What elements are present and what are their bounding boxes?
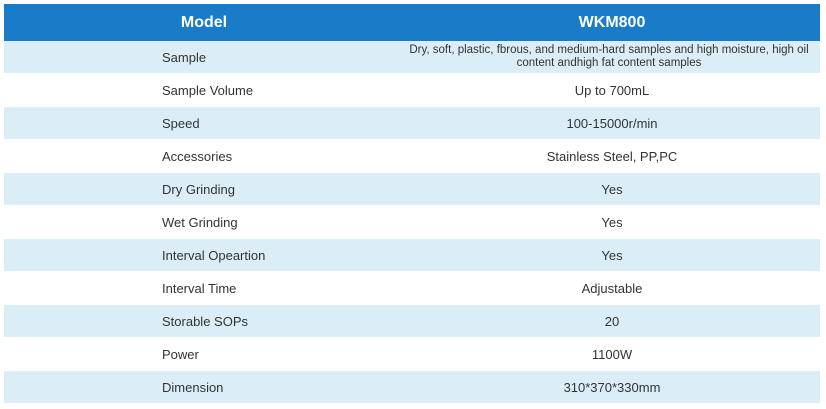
spec-table: Model WKM800 Sample Dry, soft, plastic, … bbox=[4, 4, 820, 404]
table-row: Sample Dry, soft, plastic, fbrous, and m… bbox=[4, 41, 820, 74]
table-row: Storable SOPs 20 bbox=[4, 305, 820, 338]
spec-label: Storable SOPs bbox=[4, 305, 404, 338]
spec-label: Power bbox=[4, 338, 404, 371]
spec-value: 1100W bbox=[404, 338, 820, 371]
header-model-name: WKM800 bbox=[404, 4, 820, 41]
spec-label: Accessories bbox=[4, 140, 404, 173]
header-model: Model bbox=[4, 4, 404, 41]
spec-value: Up to 700mL bbox=[404, 74, 820, 107]
spec-label: Sample Volume bbox=[4, 74, 404, 107]
spec-value: Yes bbox=[404, 173, 820, 206]
spec-value: Yes bbox=[404, 206, 820, 239]
spec-label: Dimension bbox=[4, 371, 404, 404]
spec-value: 100-15000r/min bbox=[404, 107, 820, 140]
spec-label: Wet Grinding bbox=[4, 206, 404, 239]
spec-value: 310*370*330mm bbox=[404, 371, 820, 404]
spec-label: Interval Time bbox=[4, 272, 404, 305]
table-row: Power 1100W bbox=[4, 338, 820, 371]
spec-value: Dry, soft, plastic, fbrous, and medium-h… bbox=[404, 41, 820, 74]
table-row: Interval Opeartion Yes bbox=[4, 239, 820, 272]
table-row: Wet Grinding Yes bbox=[4, 206, 820, 239]
spec-value: Yes bbox=[404, 239, 820, 272]
table-row: Speed 100-15000r/min bbox=[4, 107, 820, 140]
table-row: Accessories Stainless Steel, PP,PC bbox=[4, 140, 820, 173]
spec-value: 20 bbox=[404, 305, 820, 338]
table-row: Interval Time Adjustable bbox=[4, 272, 820, 305]
table-row: Dry Grinding Yes bbox=[4, 173, 820, 206]
spec-label: Speed bbox=[4, 107, 404, 140]
spec-value: Stainless Steel, PP,PC bbox=[404, 140, 820, 173]
spec-label: Dry Grinding bbox=[4, 173, 404, 206]
table-row: Dimension 310*370*330mm bbox=[4, 371, 820, 404]
spec-label: Sample bbox=[4, 41, 404, 74]
header-row: Model WKM800 bbox=[4, 4, 820, 41]
spec-value: Adjustable bbox=[404, 272, 820, 305]
spec-label: Interval Opeartion bbox=[4, 239, 404, 272]
table-row: Sample Volume Up to 700mL bbox=[4, 74, 820, 107]
